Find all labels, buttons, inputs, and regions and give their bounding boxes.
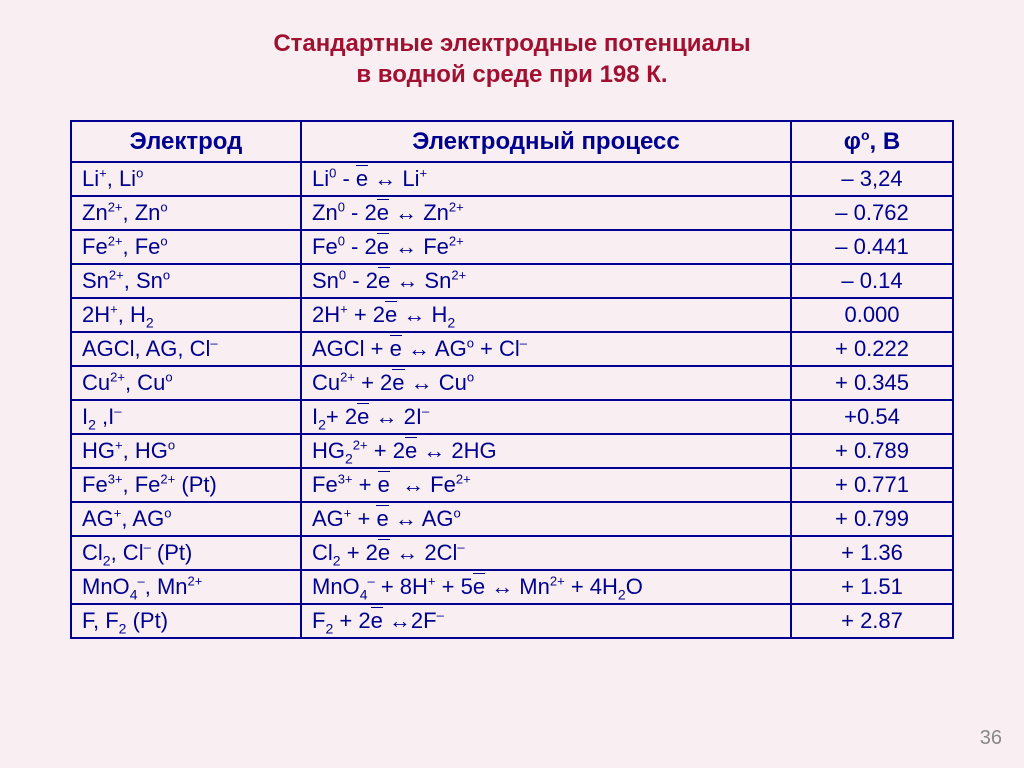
- cell-electrode: Cu2+, Cuo: [71, 366, 301, 400]
- page-title: Стандартные электродные потенциалы в вод…: [70, 28, 954, 90]
- col-header-process: Электродный процесс: [301, 121, 791, 162]
- cell-process: F2 + 2e ↔2F–: [301, 604, 791, 638]
- title-line-2: в водной среде при 198 К.: [356, 61, 667, 88]
- table-row: AGCl, AG, Cl–AGCl + e ↔ AGo + Cl–+ 0.222: [71, 332, 953, 366]
- cell-electrode: HG+, HGo: [71, 434, 301, 468]
- cell-process: Fe3+ + e ↔ Fe2+: [301, 468, 791, 502]
- cell-process: 2H+ + 2e ↔ H2: [301, 298, 791, 332]
- cell-potential: – 0.14: [791, 264, 953, 298]
- cell-potential: – 0.441: [791, 230, 953, 264]
- cell-potential: +0.54: [791, 400, 953, 434]
- cell-potential: + 0.789: [791, 434, 953, 468]
- cell-electrode: Zn2+, Zno: [71, 196, 301, 230]
- cell-electrode: Fe2+, Feo: [71, 230, 301, 264]
- table-row: I2 ,I–I2+ 2e ↔ 2I–+0.54: [71, 400, 953, 434]
- cell-potential: – 3,24: [791, 162, 953, 196]
- cell-electrode: I2 ,I–: [71, 400, 301, 434]
- cell-electrode: Sn2+, Sno: [71, 264, 301, 298]
- table-row: AG+, AGoAG+ + e ↔ AGo+ 0.799: [71, 502, 953, 536]
- cell-electrode: F, F2 (Pt): [71, 604, 301, 638]
- table-row: Fe2+, FeoFe0 - 2e ↔ Fe2+– 0.441: [71, 230, 953, 264]
- cell-potential: + 0.771: [791, 468, 953, 502]
- col-header-electrode: Электрод: [71, 121, 301, 162]
- cell-process: AGCl + e ↔ AGo + Cl–: [301, 332, 791, 366]
- cell-process: Li0 - e ↔ Li+: [301, 162, 791, 196]
- col-header-potential: φo, B: [791, 121, 953, 162]
- table-row: 2H+, H22H+ + 2e ↔ H20.000: [71, 298, 953, 332]
- table-row: Cl2, Cl– (Pt)Cl2 + 2e ↔ 2Cl–+ 1.36: [71, 536, 953, 570]
- cell-process: AG+ + e ↔ AGo: [301, 502, 791, 536]
- table-row: HG+, HGoHG22+ + 2e ↔ 2HG+ 0.789: [71, 434, 953, 468]
- title-line-1: Стандартные электродные потенциалы: [273, 30, 750, 57]
- table-row: Li+, LioLi0 - e ↔ Li+– 3,24: [71, 162, 953, 196]
- cell-electrode: Fe3+, Fe2+ (Pt): [71, 468, 301, 502]
- cell-process: Fe0 - 2e ↔ Fe2+: [301, 230, 791, 264]
- cell-process: I2+ 2e ↔ 2I–: [301, 400, 791, 434]
- potentials-table: Электрод Электродный процесс φo, B Li+, …: [70, 120, 954, 639]
- table-row: Cu2+, CuoCu2+ + 2e ↔ Cuo+ 0.345: [71, 366, 953, 400]
- cell-electrode: AG+, AGo: [71, 502, 301, 536]
- cell-electrode: Cl2, Cl– (Pt): [71, 536, 301, 570]
- cell-electrode: AGCl, AG, Cl–: [71, 332, 301, 366]
- table-header-row: Электрод Электродный процесс φo, B: [71, 121, 953, 162]
- page-number: 36: [980, 727, 1002, 750]
- cell-potential: + 1.51: [791, 570, 953, 604]
- cell-potential: 0.000: [791, 298, 953, 332]
- cell-process: Zn0 - 2e ↔ Zn2+: [301, 196, 791, 230]
- table-row: MnO4–, Mn2+MnO4– + 8H+ + 5e ↔ Mn2+ + 4H2…: [71, 570, 953, 604]
- cell-process: Cu2+ + 2e ↔ Cuo: [301, 366, 791, 400]
- cell-potential: + 1.36: [791, 536, 953, 570]
- table-row: Zn2+, ZnoZn0 - 2e ↔ Zn2+– 0.762: [71, 196, 953, 230]
- cell-process: HG22+ + 2e ↔ 2HG: [301, 434, 791, 468]
- cell-electrode: Li+, Lio: [71, 162, 301, 196]
- cell-process: MnO4– + 8H+ + 5e ↔ Mn2+ + 4H2O: [301, 570, 791, 604]
- cell-process: Cl2 + 2e ↔ 2Cl–: [301, 536, 791, 570]
- table-row: Fe3+, Fe2+ (Pt)Fe3+ + e ↔ Fe2++ 0.771: [71, 468, 953, 502]
- cell-potential: + 0.799: [791, 502, 953, 536]
- cell-potential: + 2.87: [791, 604, 953, 638]
- cell-potential: + 0.222: [791, 332, 953, 366]
- table-row: F, F2 (Pt)F2 + 2e ↔2F–+ 2.87: [71, 604, 953, 638]
- cell-electrode: MnO4–, Mn2+: [71, 570, 301, 604]
- cell-potential: + 0.345: [791, 366, 953, 400]
- cell-electrode: 2H+, H2: [71, 298, 301, 332]
- cell-potential: – 0.762: [791, 196, 953, 230]
- cell-process: Sn0 - 2e ↔ Sn2+: [301, 264, 791, 298]
- table-row: Sn2+, SnoSn0 - 2e ↔ Sn2+– 0.14: [71, 264, 953, 298]
